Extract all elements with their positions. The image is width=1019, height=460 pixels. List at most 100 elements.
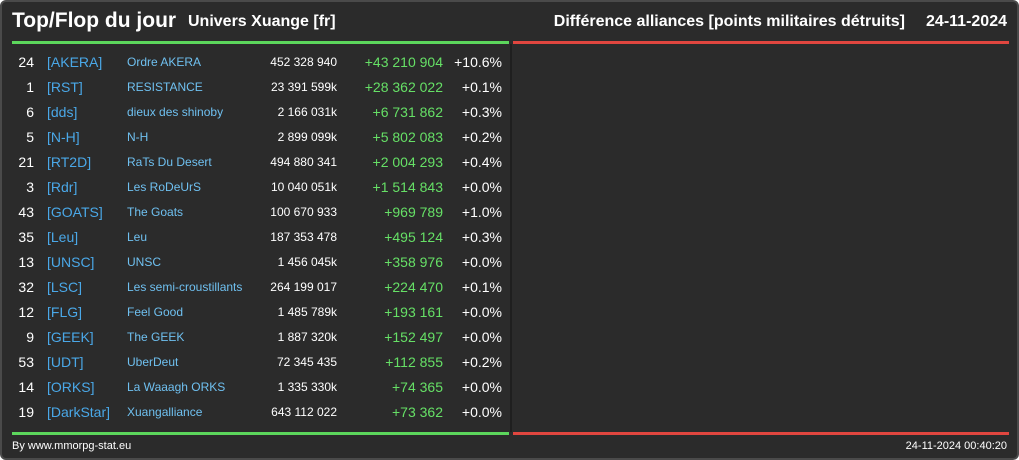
table-row: 43 [GOATS] The Goats 100 670 933 +969 789 +1.… — [12, 200, 509, 225]
delta-cell: +969 789 — [384, 204, 443, 220]
table-row: 9 [GEEK] The GEEK 1 887 320k +152 497 +0.0% — [12, 325, 509, 350]
alliance-tag: [GOATS] — [47, 204, 103, 220]
universe-label: Univers Xuange [fr] — [188, 13, 336, 30]
source-credit: By www.mmorpg-stat.eu — [12, 440, 132, 452]
delta-cell: +28 362 022 — [364, 79, 443, 95]
points-cell: 23 391 599k — [270, 80, 337, 94]
table-row: 19 [DarkStar] Xuangalliance 643 112 022 +73 … — [12, 400, 509, 425]
points-cell: 100 670 933 — [270, 205, 337, 219]
table-row: 12 [FLG] Feel Good 1 485 789k +193 161 +0.0% — [12, 300, 509, 325]
points-cell: 1 887 320k — [277, 330, 337, 344]
alliance-tag: [LSC] — [47, 279, 83, 295]
table-row: 6 [dds] dieux des shinoby 2 166 031k +6 731 … — [12, 100, 509, 125]
points-cell: 264 199 017 — [270, 280, 337, 294]
percent-cell: +0.2% — [461, 354, 502, 370]
alliance-name: Ordre AKERA — [127, 55, 202, 69]
points-cell: 1 485 789k — [277, 305, 337, 319]
alliance-tag: [Rdr] — [47, 179, 78, 195]
alliance-name: La Waaagh ORKS — [127, 380, 226, 394]
flop-panel-top-border — [513, 41, 1009, 44]
percent-cell: +10.6% — [454, 54, 502, 70]
date-label: 24-11-2024 — [926, 13, 1007, 30]
delta-cell: +1 514 843 — [372, 179, 443, 195]
alliance-name: Les semi-croustillants — [127, 280, 243, 294]
alliance-tag: [GEEK] — [47, 329, 94, 345]
delta-cell: +224 470 — [384, 279, 443, 295]
percent-cell: +0.1% — [461, 79, 502, 95]
points-cell: 494 880 341 — [270, 155, 337, 169]
alliance-tag: [UDT] — [47, 354, 84, 370]
alliance-tag: [Leu] — [47, 229, 79, 245]
percent-cell: +0.0% — [461, 304, 502, 320]
table-row: 53 [UDT] UberDeut 72 345 435 +112 855 +0.2% — [12, 350, 509, 375]
percent-cell: +0.1% — [461, 279, 502, 295]
alliance-name: UberDeut — [127, 355, 179, 369]
alliance-name: The GEEK — [127, 330, 185, 344]
panel-divider — [510, 44, 512, 432]
top-panel-bottom-border — [12, 432, 509, 435]
alliance-name: UNSC — [127, 255, 162, 269]
points-cell: 452 328 940 — [270, 55, 337, 69]
rank-cell: 32 — [18, 279, 34, 295]
alliance-name: Les RoDeUrS — [127, 180, 202, 194]
metric-title: Différence alliances [points militaires … — [553, 13, 905, 30]
delta-cell: +495 124 — [384, 229, 443, 245]
rank-cell: 35 — [18, 229, 34, 245]
alliance-name: RaTs Du Desert — [127, 155, 212, 169]
delta-cell: +2 004 293 — [372, 154, 443, 170]
alliance-name: dieux des shinoby — [127, 105, 224, 119]
table-row: 3 [Rdr] Les RoDeUrS 10 040 051k +1 514 843 +0… — [12, 175, 509, 200]
table-row: 24 [AKERA] Ordre AKERA 452 328 940 +43 210 9… — [12, 50, 509, 75]
alliance-name: N-H — [127, 130, 149, 144]
delta-cell: +73 362 — [392, 404, 443, 420]
delta-cell: +358 976 — [384, 254, 443, 270]
delta-cell: +193 161 — [384, 304, 443, 320]
rank-cell: 5 — [26, 129, 34, 145]
delta-cell: +5 802 083 — [372, 129, 443, 145]
rank-cell: 24 — [18, 54, 34, 70]
percent-cell: +0.0% — [461, 254, 502, 270]
points-cell: 643 112 022 — [271, 405, 337, 419]
rank-cell: 43 — [18, 204, 34, 220]
flop-panel-bottom-border — [513, 432, 1009, 435]
alliance-name: Feel Good — [127, 305, 184, 319]
table-row: 1 [RST] RESISTANCE 23 391 599k +28 362 022 +0… — [12, 75, 509, 100]
percent-cell: +0.3% — [461, 229, 502, 245]
rank-cell: 6 — [26, 104, 34, 120]
points-cell: 2 166 031k — [277, 105, 337, 119]
alliance-tag: [AKERA] — [47, 54, 103, 70]
table-row: 13 [UNSC] UNSC 1 456 045k +358 976 +0.0% — [12, 250, 509, 275]
alliance-tag: [dds] — [47, 104, 78, 120]
alliance-tag: [N-H] — [47, 129, 80, 145]
percent-cell: +0.0% — [461, 179, 502, 195]
alliance-name: Leu — [127, 230, 148, 244]
page-title: Top/Flop du jour — [12, 9, 177, 32]
rank-cell: 14 — [18, 379, 34, 395]
percent-cell: +0.4% — [461, 154, 502, 170]
alliance-tag: [UNSC] — [47, 254, 95, 270]
points-cell: 187 353 478 — [270, 230, 337, 244]
rank-cell: 9 — [26, 329, 34, 345]
percent-cell: +1.0% — [461, 204, 502, 220]
points-cell: 1 335 330k — [277, 380, 337, 394]
alliance-name: Xuangalliance — [127, 405, 203, 419]
percent-cell: +0.0% — [461, 379, 502, 395]
table-row: 32 [LSC] Les semi-croustillants 264 199 017… — [12, 275, 509, 300]
percent-cell: +0.0% — [461, 404, 502, 420]
rank-cell: 21 — [18, 154, 34, 170]
delta-cell: +6 731 862 — [372, 104, 443, 120]
rank-cell: 19 — [18, 404, 34, 420]
rank-cell: 12 — [18, 304, 34, 320]
percent-cell: +0.3% — [461, 104, 502, 120]
delta-cell: +112 855 — [385, 354, 443, 370]
alliance-name: RESISTANCE — [127, 80, 203, 94]
table-row: 14 [ORKS] La Waaagh ORKS 1 335 330k +74 365 +… — [12, 375, 509, 400]
delta-cell: +43 210 904 — [364, 54, 443, 70]
delta-cell: +74 365 — [392, 379, 443, 395]
rank-cell: 1 — [26, 79, 34, 95]
table-row: 35 [Leu] Leu 187 353 478 +495 124 +0.3% — [12, 225, 509, 250]
generated-timestamp: 24-11-2024 00:40:20 — [905, 440, 1007, 452]
points-cell: 2 899 099k — [277, 130, 337, 144]
table-row: 21 [RT2D] RaTs Du Desert 494 880 341 +2 004 … — [12, 150, 509, 175]
